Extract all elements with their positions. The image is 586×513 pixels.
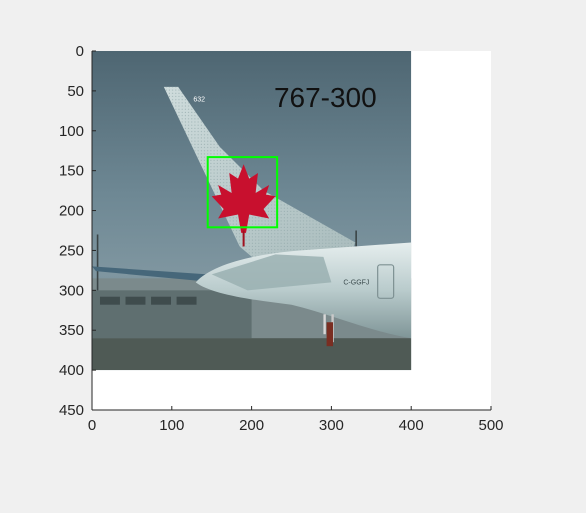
y-tick-label: 300 <box>59 282 84 299</box>
y-tick-label: 50 <box>67 83 84 100</box>
y-tick-label: 400 <box>59 362 84 379</box>
cargo-door <box>377 264 395 299</box>
y-tick-label: 200 <box>59 203 84 220</box>
tail-number: 632 <box>193 96 205 103</box>
registration-text: C-GGFJ <box>343 280 369 287</box>
landing-gear <box>326 322 333 347</box>
y-tick-label: 100 <box>59 123 84 140</box>
y-tick-label: 150 <box>59 163 84 180</box>
airplane-tail-photo: 767-300 632 C-GGFJ <box>92 51 412 371</box>
y-tick-label: 250 <box>59 242 84 259</box>
x-tick-label: 100 <box>159 417 184 434</box>
horizontal-stabilizer <box>92 266 216 283</box>
x-tick-label: 300 <box>319 417 344 434</box>
y-tick-label: 450 <box>59 402 84 419</box>
image-annotation: 767-300 <box>274 82 377 113</box>
x-tick-label: 400 <box>399 417 424 434</box>
maple-leaf-icon <box>211 164 276 233</box>
axes: 0 100 200 300 400 500 0 50 100 150 200 250 300 350 400… <box>59 43 504 434</box>
y-tick-label: 350 <box>59 322 84 339</box>
x-tick-label: 500 <box>478 417 503 434</box>
fin-root-fairing <box>211 254 332 291</box>
detection-bounding-box <box>206 156 279 229</box>
x-tick-label: 0 <box>88 417 96 434</box>
y-tick-label: 0 <box>76 43 84 60</box>
x-tick-label: 200 <box>239 417 264 434</box>
tarmac <box>92 338 412 371</box>
